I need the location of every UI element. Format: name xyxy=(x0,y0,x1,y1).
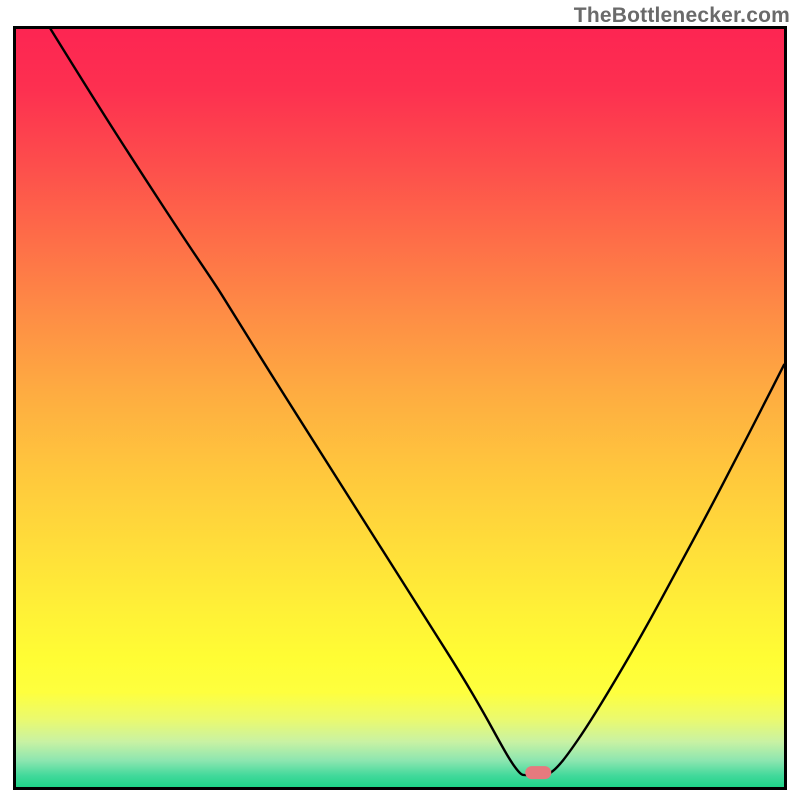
watermark-text: TheBottlenecker.com xyxy=(574,4,790,28)
plot-frame xyxy=(13,26,787,790)
